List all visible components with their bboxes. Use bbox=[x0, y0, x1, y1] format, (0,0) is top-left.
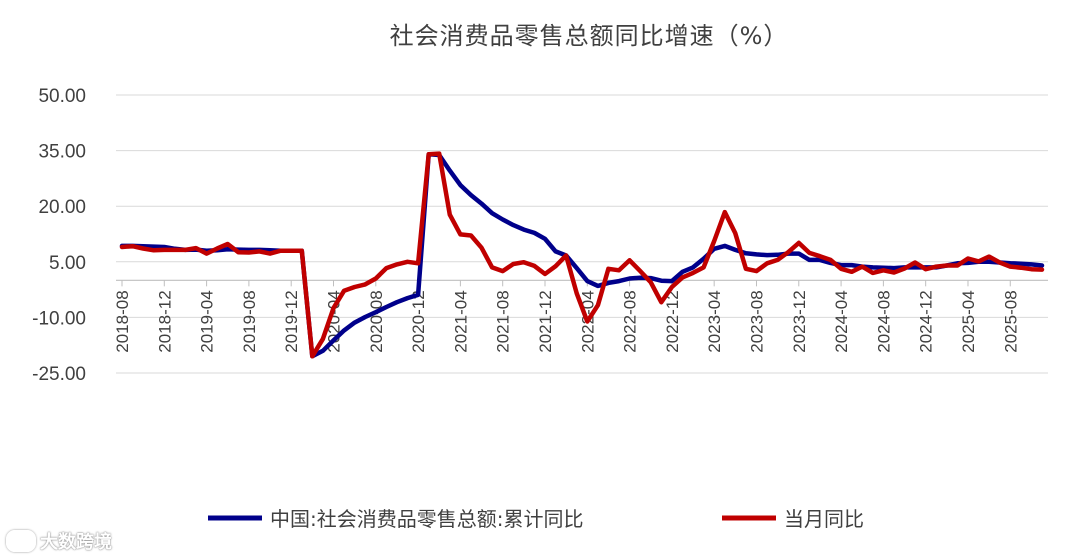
x-tick-label: 2020-12 bbox=[409, 290, 428, 352]
x-tick-label: 2021-04 bbox=[451, 290, 470, 352]
x-tick-label: 2022-08 bbox=[621, 290, 640, 352]
y-tick-label: 5.00 bbox=[49, 253, 86, 274]
x-tick-label: 2024-08 bbox=[874, 290, 893, 352]
y-tick-label: -10.00 bbox=[32, 308, 86, 329]
x-axis-ticks: 2018-08 2018-12 2019-04 2019-08 2019-12 2020-… bbox=[113, 280, 1020, 353]
x-tick-label: 2018-08 bbox=[113, 290, 132, 352]
x-tick-label: 2018-12 bbox=[155, 290, 174, 352]
legend-label-cumulative: 中国:社会消费品零售总额:累计同比 bbox=[270, 507, 583, 531]
x-tick-label: 2023-12 bbox=[790, 290, 809, 352]
legend: 中国:社会消费品零售总额:累计同比 当月同比 bbox=[208, 507, 864, 531]
y-tick-label: -25.00 bbox=[32, 364, 86, 385]
x-tick-label: 2019-12 bbox=[282, 290, 301, 352]
x-tick-label: 2024-04 bbox=[832, 290, 851, 352]
x-tick-label: 2019-08 bbox=[240, 290, 259, 352]
legend-label-monthly: 当月同比 bbox=[784, 507, 864, 531]
series-line-monthly bbox=[119, 151, 1045, 359]
series-lines bbox=[119, 151, 1045, 359]
gridlines bbox=[116, 94, 1048, 374]
y-tick-label: 50.00 bbox=[38, 86, 86, 107]
x-tick-label: 2023-04 bbox=[705, 290, 724, 352]
watermark-text: 大数跨境 bbox=[40, 532, 112, 553]
x-tick-label: 2025-08 bbox=[1001, 290, 1020, 352]
x-tick-label: 2021-08 bbox=[494, 290, 513, 352]
x-tick-label: 2024-12 bbox=[917, 290, 936, 352]
x-tick-label: 2023-08 bbox=[747, 290, 766, 352]
watermark: 大数跨境 bbox=[6, 528, 112, 554]
y-tick-label: 35.00 bbox=[38, 142, 86, 163]
x-tick-label: 2025-04 bbox=[959, 290, 978, 352]
logo-icon bbox=[6, 530, 36, 552]
x-tick-label: 2021-12 bbox=[536, 290, 555, 352]
y-axis-ticks: 50.00 35.00 20.00 5.00 -10.00 -25.00 bbox=[32, 86, 86, 385]
x-tick-label: 2020-08 bbox=[367, 290, 386, 352]
x-tick-label: 2019-04 bbox=[198, 290, 217, 352]
chart-title: 社会消费品零售总额同比增速（%） bbox=[390, 22, 789, 50]
y-tick-label: 20.00 bbox=[38, 197, 86, 218]
x-tick-label: 2022-12 bbox=[663, 290, 682, 352]
